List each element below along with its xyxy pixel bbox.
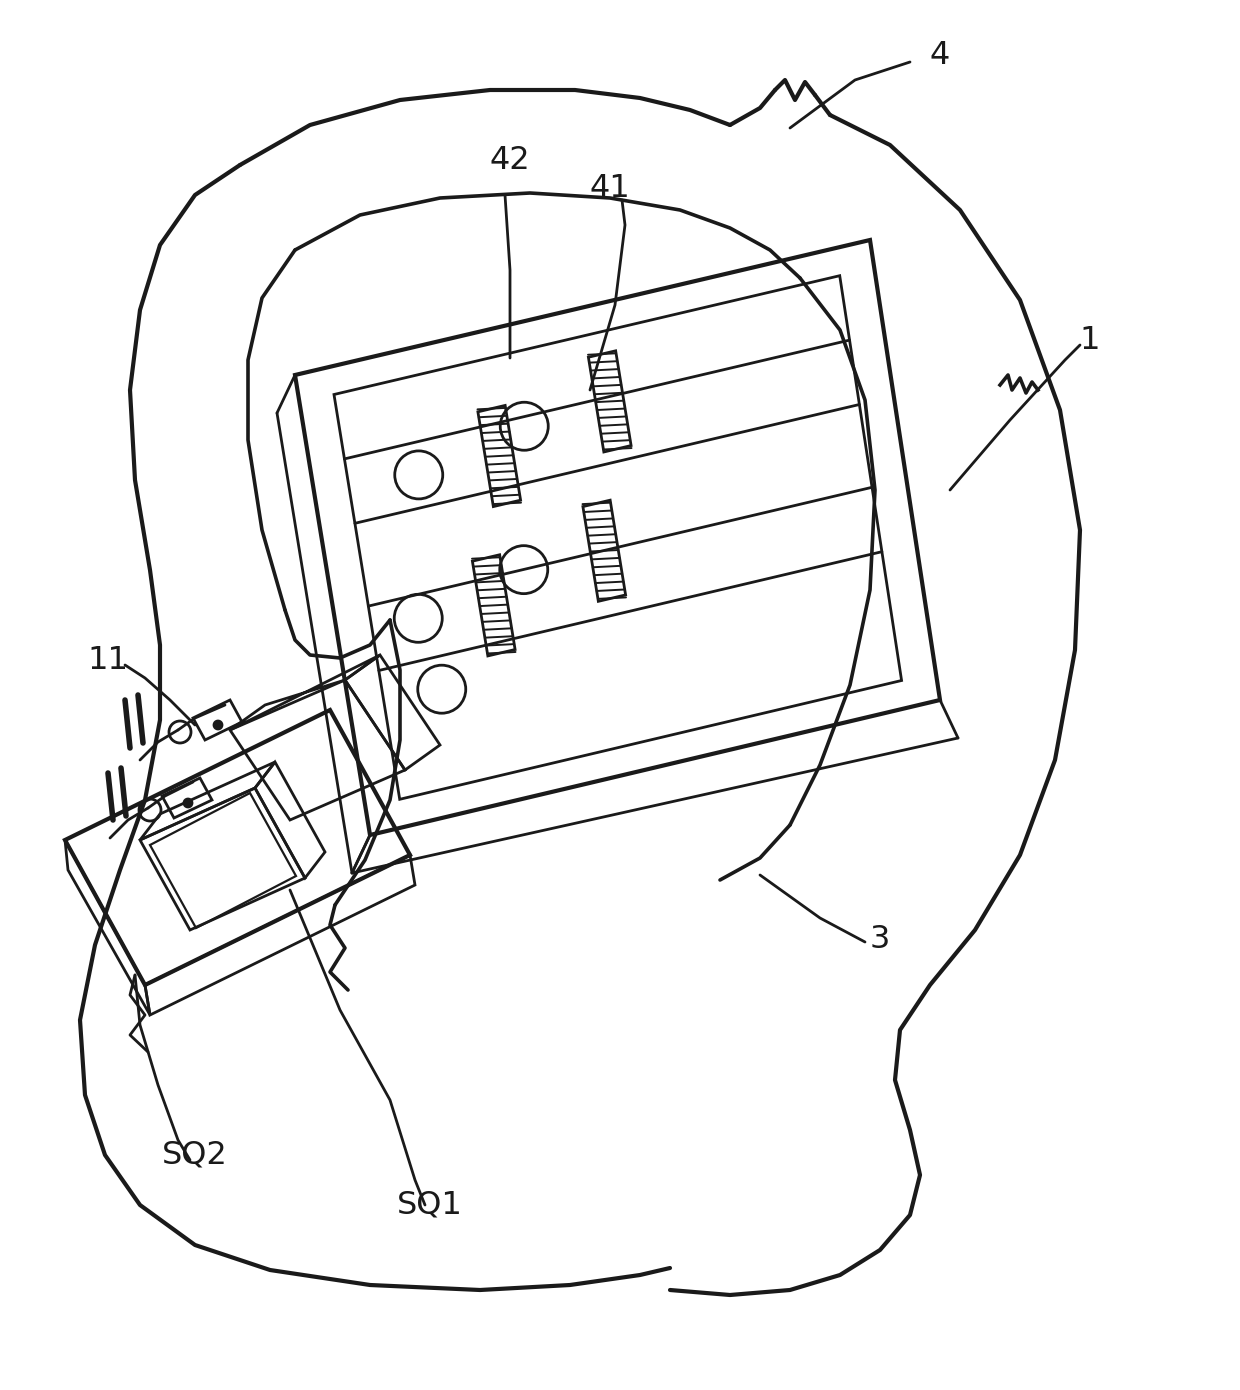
Text: 3: 3 xyxy=(869,924,890,955)
Circle shape xyxy=(215,721,222,728)
Circle shape xyxy=(184,799,192,808)
Text: SQ2: SQ2 xyxy=(162,1140,228,1170)
Text: SQ1: SQ1 xyxy=(397,1190,463,1220)
Text: 41: 41 xyxy=(590,172,630,203)
Text: 4: 4 xyxy=(930,39,950,71)
Text: 11: 11 xyxy=(88,645,129,676)
Text: 42: 42 xyxy=(490,145,531,175)
Text: 1: 1 xyxy=(1080,324,1100,356)
